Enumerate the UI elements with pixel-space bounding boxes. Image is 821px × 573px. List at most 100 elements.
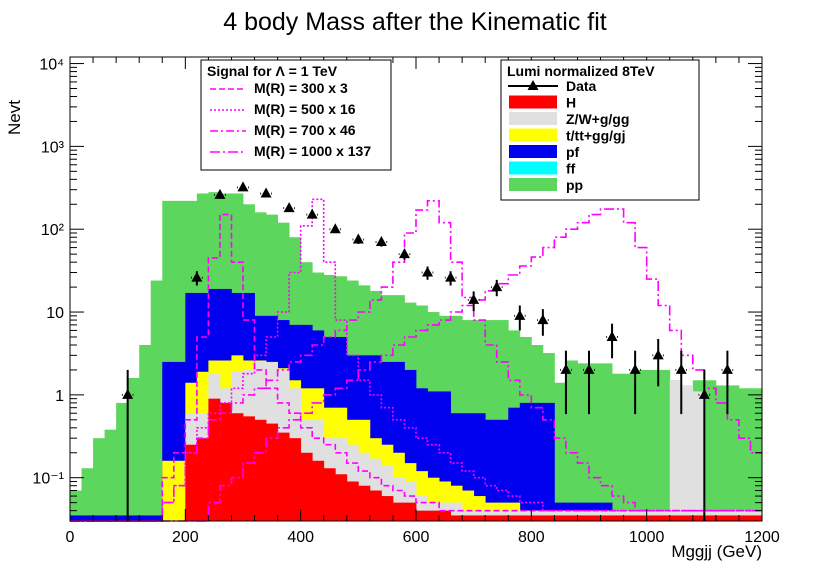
stack-bar: [623, 373, 636, 521]
data-marker: [468, 293, 480, 304]
stack-bar: [266, 423, 278, 521]
stack-bar: [612, 373, 624, 521]
stack-bar: [531, 402, 544, 521]
stack-bar: [612, 515, 624, 521]
background-legend-label: H: [566, 95, 576, 111]
stack-bar: [127, 377, 140, 521]
y-tick-label: 10⁴: [39, 57, 64, 74]
stack-bar: [600, 515, 613, 521]
stack-bar: [508, 407, 521, 521]
stack-bar: [496, 419, 509, 521]
background-legend-label: pp: [566, 177, 583, 193]
stack-bar: [427, 391, 440, 521]
stack-bar: [150, 515, 163, 521]
axes: 0 200 400 600 800 1000 1200 10⁻¹ 1 10 10² 10³ 10⁴: [32, 57, 779, 546]
stack-bar: [381, 465, 394, 521]
stack-bar: [577, 515, 590, 521]
y-tick-label: 10³: [41, 139, 65, 156]
stack-bar: [346, 481, 359, 521]
stack-bar: [439, 510, 451, 521]
stack-bar: [623, 515, 636, 521]
stack-bar: [404, 502, 417, 521]
stack-bar: [692, 391, 705, 521]
stack-bar: [554, 382, 567, 521]
background-stack: [70, 192, 763, 522]
data-marker: [721, 363, 733, 374]
data-point: [329, 223, 342, 234]
stack-bar: [519, 402, 532, 521]
stack-bar: [427, 477, 440, 521]
data-marker: [422, 266, 434, 277]
stack-bar: [462, 490, 475, 521]
stack-bar: [381, 361, 394, 521]
data-marker: [514, 309, 526, 320]
signal-curve-2: [70, 198, 762, 522]
data-marker: [675, 363, 687, 374]
stack-bar: [173, 200, 186, 522]
stack-bar: [554, 515, 567, 521]
x-tick-label: 200: [172, 529, 199, 546]
stack-bar: [439, 391, 451, 521]
signal-legend-entries: M(R) = 300 x 3 M(R) = 500 x 16 M(R) = 700 …: [210, 80, 371, 159]
data-point: [237, 181, 249, 192]
stack-bar: [704, 380, 717, 521]
stack-bar: [496, 515, 509, 521]
stack-bar: [116, 402, 129, 521]
data-marker: [491, 281, 503, 292]
stack-bar: [381, 496, 394, 521]
data-marker: [191, 271, 203, 282]
stack-bar: [219, 402, 232, 521]
signal-curves: [70, 198, 762, 522]
x-tick-label: 600: [403, 529, 430, 546]
stack-bar: [323, 468, 336, 521]
stack-bar: [277, 432, 290, 521]
legend-swatch: [509, 128, 557, 142]
stack-bar: [450, 502, 463, 521]
data-point: [629, 350, 641, 415]
data-marker: [283, 202, 295, 213]
data-point: [652, 338, 664, 387]
data-marker: [260, 187, 272, 198]
stack-bar: [196, 438, 209, 521]
stack-bar: [531, 515, 544, 521]
stack-bar: [173, 460, 186, 521]
stack-bar: [542, 402, 555, 521]
data-marker: [629, 363, 641, 374]
data-point: [514, 305, 526, 331]
stack-bar: [173, 361, 186, 521]
data-marker: [698, 388, 710, 399]
stack-bar: [93, 515, 105, 521]
background-legend-label: Z/W+g/gg: [566, 111, 629, 127]
stack-bar: [231, 413, 244, 521]
stack-bar: [289, 438, 302, 521]
stack-bar: [254, 419, 267, 521]
data-marker: [652, 349, 664, 360]
x-tick-label: 800: [518, 529, 545, 546]
y-tick-label: 10⁻¹: [32, 471, 64, 488]
data-point: [444, 271, 457, 286]
legend-swatch: [509, 112, 557, 125]
y-axis-title: Nevt: [5, 100, 24, 135]
stack-bar: [658, 515, 671, 521]
background-legend-label: ff: [566, 161, 576, 177]
stack-bar: [692, 515, 705, 521]
stack-bar: [162, 200, 175, 522]
data-point: [560, 350, 572, 415]
data-point: [606, 323, 618, 359]
stack-bar: [104, 515, 117, 521]
stack-bar: [392, 361, 405, 521]
stack-bar: [473, 515, 486, 521]
background-legend: Lumi normalized 8TeV DataHZ/W+g/ggt/tt+g…: [500, 59, 700, 201]
data-point: [698, 369, 711, 521]
stack-bar: [404, 369, 417, 521]
stack-bar: [738, 515, 751, 521]
stack-bar: [704, 515, 717, 521]
stack-bar: [646, 515, 659, 521]
legend-data-marker: [527, 80, 539, 90]
data-marker: [306, 208, 318, 219]
stack-bar: [542, 515, 555, 521]
data-point: [721, 350, 734, 415]
stack-bar: [185, 444, 198, 521]
stack-bar: [208, 398, 221, 521]
stack-bar: [727, 515, 740, 521]
